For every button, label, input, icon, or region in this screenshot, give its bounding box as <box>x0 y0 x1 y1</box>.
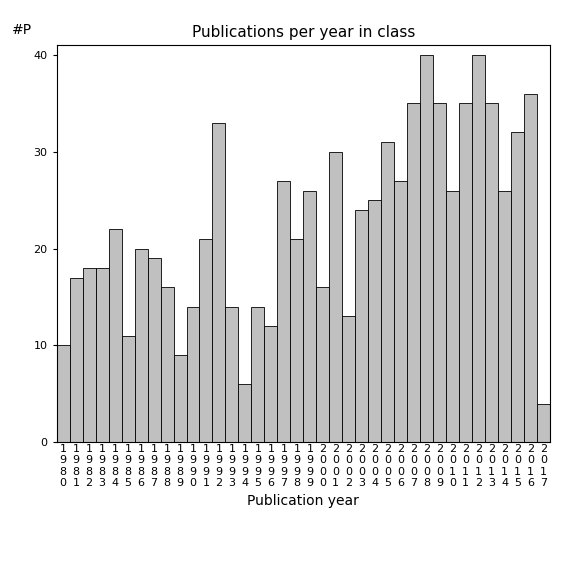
Bar <box>277 181 290 442</box>
Bar <box>83 268 96 442</box>
X-axis label: Publication year: Publication year <box>247 494 359 508</box>
Bar <box>290 239 303 442</box>
Bar <box>394 181 407 442</box>
Bar <box>433 103 446 442</box>
Title: Publications per year in class: Publications per year in class <box>192 25 415 40</box>
Bar <box>264 326 277 442</box>
Bar <box>511 133 524 442</box>
Bar <box>109 229 121 442</box>
Bar <box>96 268 109 442</box>
Bar <box>213 123 226 442</box>
Bar <box>187 307 200 442</box>
Bar <box>316 287 329 442</box>
Bar <box>368 200 381 442</box>
Bar <box>174 355 187 442</box>
Bar <box>407 103 420 442</box>
Bar <box>472 55 485 442</box>
Bar <box>420 55 433 442</box>
Bar <box>134 249 147 442</box>
Bar <box>70 278 83 442</box>
Bar <box>381 142 394 442</box>
Bar <box>498 191 511 442</box>
Bar <box>524 94 537 442</box>
Bar <box>485 103 498 442</box>
Bar <box>160 287 174 442</box>
Bar <box>226 307 239 442</box>
Bar <box>147 259 160 442</box>
Bar <box>446 191 459 442</box>
Bar <box>329 152 342 442</box>
Y-axis label: #P: #P <box>12 23 32 37</box>
Bar <box>342 316 356 442</box>
Bar <box>356 210 368 442</box>
Bar <box>239 384 251 442</box>
Bar <box>121 336 134 442</box>
Bar <box>537 404 550 442</box>
Bar <box>459 103 472 442</box>
Bar <box>57 345 70 442</box>
Bar <box>251 307 264 442</box>
Bar <box>303 191 316 442</box>
Bar <box>200 239 213 442</box>
